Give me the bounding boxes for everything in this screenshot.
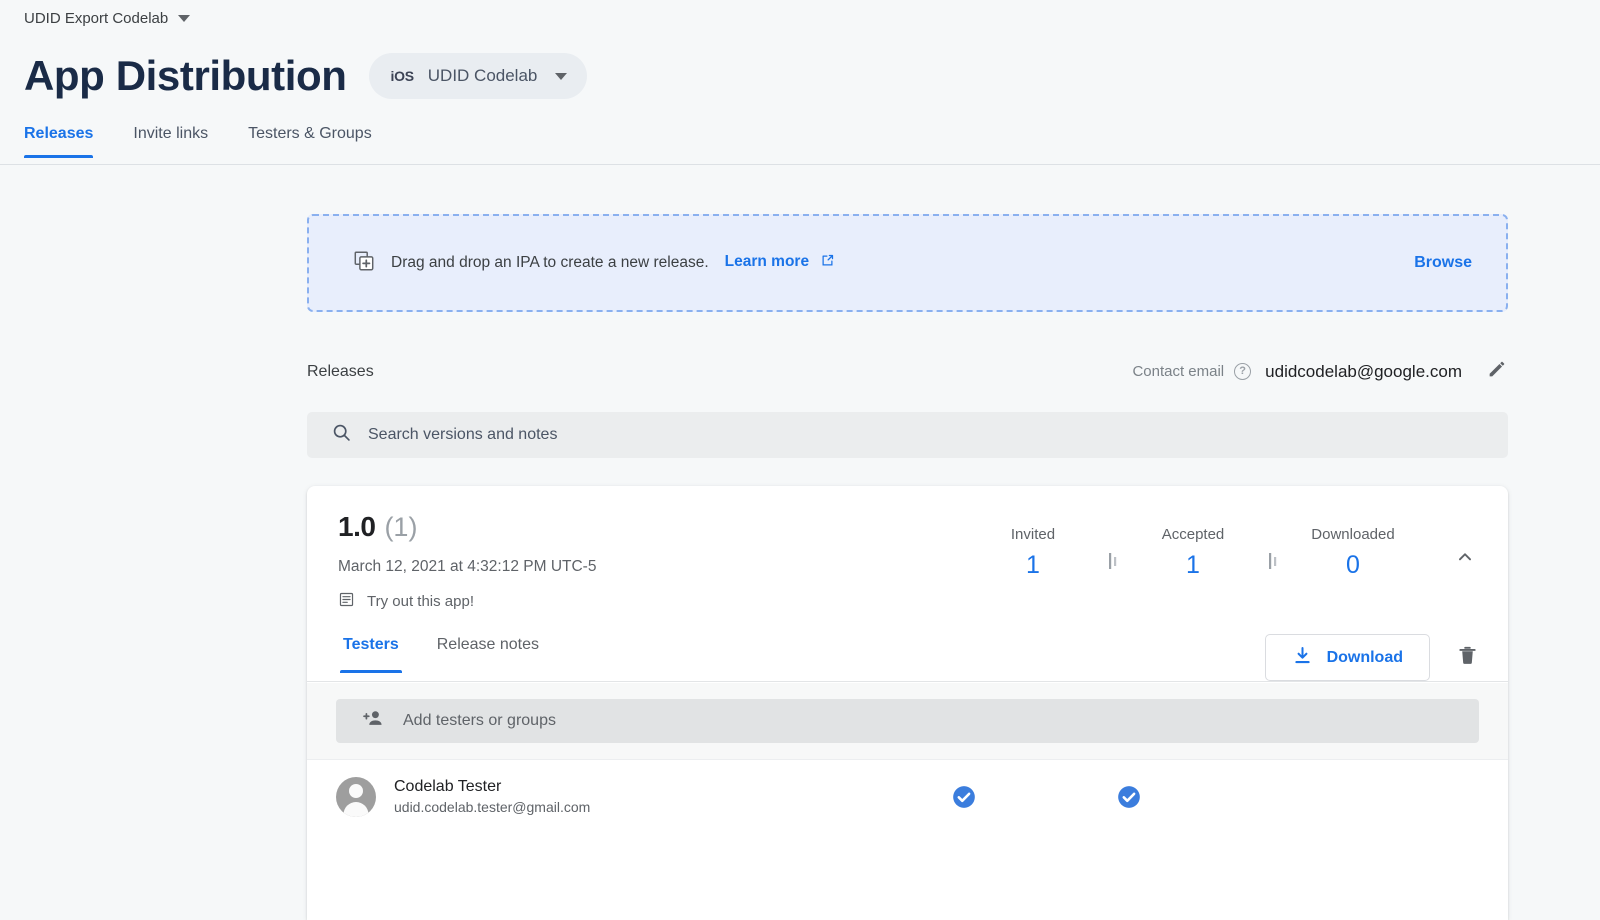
stat-downloaded-value: 0 xyxy=(1346,551,1360,579)
help-circle-icon[interactable]: ? xyxy=(1234,363,1252,380)
add-testers-placeholder: Add testers or groups xyxy=(403,712,556,729)
tab-testers-groups[interactable]: Testers & Groups xyxy=(248,125,372,142)
tester-text: Codelab Tester udid.codelab.tester@gmail… xyxy=(394,778,590,815)
delete-release-button[interactable] xyxy=(1452,641,1482,675)
stat-accepted-label: Accepted xyxy=(1161,526,1225,543)
ios-platform-badge: iOS xyxy=(390,68,415,84)
add-testers-area: Add testers or groups xyxy=(307,683,1508,759)
caret-down-icon xyxy=(178,15,191,22)
external-link-icon xyxy=(820,253,835,273)
release-tab-testers[interactable]: Testers xyxy=(340,634,402,673)
releases-header: Releases Contact email ? udidcodelab@goo… xyxy=(307,358,1508,385)
stat-accepted: Accepted 1 xyxy=(1131,526,1255,580)
bar-chart-separator-icon-2 xyxy=(1255,526,1291,570)
release-stats: Invited 1 Accepted 1 xyxy=(971,526,1415,580)
contact-email-row: Contact email ? udidcodelab@google.com xyxy=(1132,358,1508,385)
chevron-down-icon xyxy=(555,72,568,80)
check-circle-icon-2 xyxy=(1118,785,1140,808)
bar-chart-separator-icon xyxy=(1095,526,1131,570)
stat-downloaded-label: Downloaded xyxy=(1311,526,1395,543)
learn-more-link[interactable]: Learn more xyxy=(725,253,836,273)
add-testers-input[interactable]: Add testers or groups xyxy=(336,699,1479,743)
release-card: 1.0 (1) March 12, 2021 at 4:32:12 PM UTC… xyxy=(307,486,1508,920)
dropzone-content: Drag and drop an IPA to create a new rel… xyxy=(353,250,835,277)
release-notes-icon xyxy=(338,591,355,612)
app-selector-chip[interactable]: iOS UDID Codelab xyxy=(368,53,588,99)
person-add-icon xyxy=(362,707,385,735)
release-version: 1.0 xyxy=(338,511,376,542)
app-chip-name: UDID Codelab xyxy=(427,66,538,85)
chevron-up-icon xyxy=(1454,546,1476,573)
project-name: UDID Export Codelab xyxy=(24,10,169,27)
tester-identity: Codelab Tester udid.codelab.tester@gmail… xyxy=(307,776,590,817)
tab-releases[interactable]: Releases xyxy=(24,125,94,158)
page-title: App Distribution xyxy=(24,52,347,99)
release-note-row: Try out this app! xyxy=(338,591,474,612)
contact-email-value: udidcodelab@google.com xyxy=(1265,361,1462,381)
download-icon xyxy=(1292,645,1313,671)
browse-button[interactable]: Browse xyxy=(1414,254,1472,271)
release-note-text: Try out this app! xyxy=(367,593,474,610)
releases-label: Releases xyxy=(307,362,374,380)
check-circle-icon xyxy=(953,785,975,808)
tester-invited-check xyxy=(951,784,977,810)
tester-row[interactable]: Codelab Tester udid.codelab.tester@gmail… xyxy=(307,759,1508,833)
release-tab-release-notes[interactable]: Release notes xyxy=(436,636,540,653)
search-input[interactable]: Search versions and notes xyxy=(307,412,1508,458)
main-tabs: Releases Invite links Testers & Groups xyxy=(0,125,1600,165)
release-actions: Download xyxy=(1264,634,1482,681)
title-row: App Distribution iOS UDID Codelab xyxy=(24,52,588,100)
release-tabs: Testers Release notes xyxy=(307,634,1508,682)
release-build-number: (1) xyxy=(384,512,418,542)
search-icon xyxy=(331,422,352,448)
release-date: March 12, 2021 at 4:32:12 PM UTC-5 xyxy=(338,558,597,575)
pencil-icon[interactable] xyxy=(1486,358,1508,385)
stat-invited: Invited 1 xyxy=(971,526,1095,580)
avatar-icon xyxy=(336,776,376,817)
release-version-line: 1.0 (1) xyxy=(338,511,417,543)
contact-email-label: Contact email xyxy=(1132,363,1225,380)
add-file-icon xyxy=(353,250,375,277)
download-label: Download xyxy=(1326,648,1403,666)
stat-accepted-value: 1 xyxy=(1186,551,1200,579)
project-switcher[interactable]: UDID Export Codelab xyxy=(24,10,191,27)
release-card-header: 1.0 (1) March 12, 2021 at 4:32:12 PM UTC… xyxy=(307,486,1508,638)
tester-name: Codelab Tester xyxy=(394,778,502,795)
stat-downloaded: Downloaded 0 xyxy=(1291,526,1415,580)
learn-more-label: Learn more xyxy=(724,253,810,270)
tab-invite-links[interactable]: Invite links xyxy=(133,125,209,142)
ipa-dropzone[interactable]: Drag and drop an IPA to create a new rel… xyxy=(307,214,1508,312)
tester-email: udid.codelab.tester@gmail.com xyxy=(394,799,591,815)
dropzone-text: Drag and drop an IPA to create a new rel… xyxy=(391,254,709,271)
collapse-release-button[interactable] xyxy=(1448,542,1482,576)
download-button[interactable]: Download xyxy=(1264,634,1430,681)
search-placeholder: Search versions and notes xyxy=(368,426,558,443)
trash-icon xyxy=(1456,644,1479,672)
stat-invited-value: 1 xyxy=(1026,551,1040,579)
tester-accepted-check xyxy=(1116,784,1142,810)
stat-invited-label: Invited xyxy=(1010,526,1056,543)
